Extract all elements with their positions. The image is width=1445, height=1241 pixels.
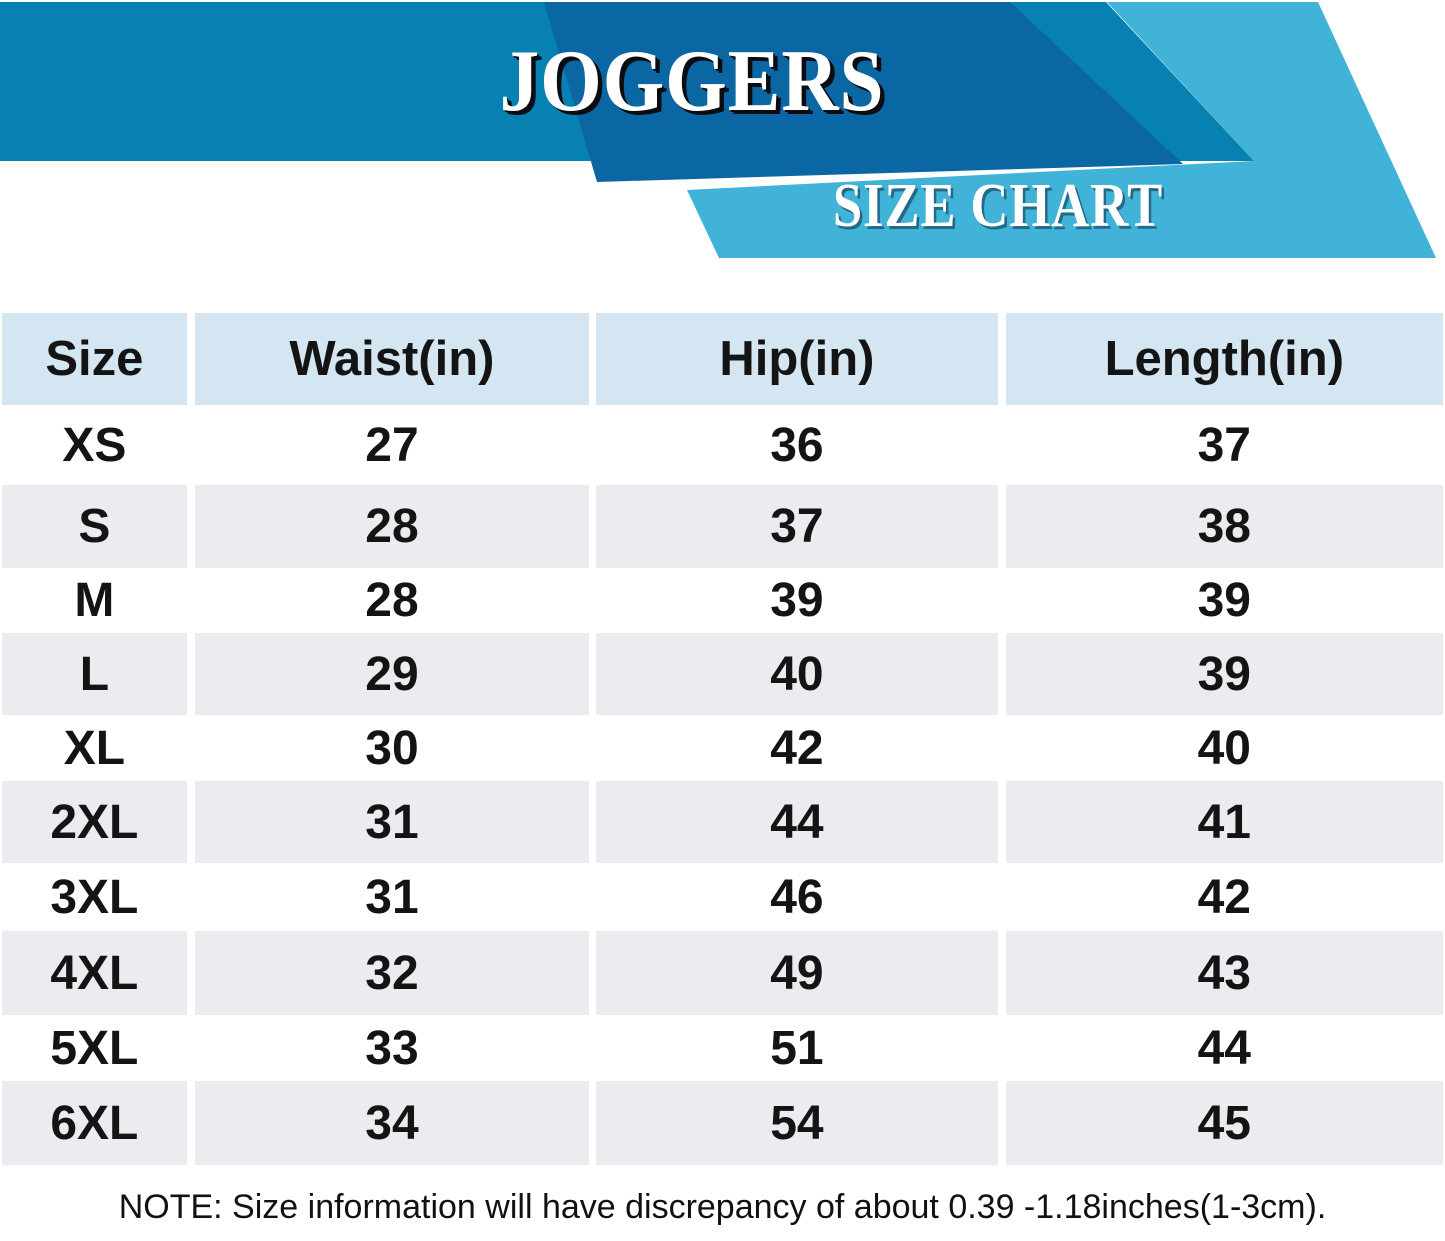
table-header-row: Size Waist(in) Hip(in) Length(in) xyxy=(2,313,1443,405)
column-header-size: Size xyxy=(2,313,187,405)
table-row-2xl: 2XL 31 44 41 xyxy=(2,781,1443,863)
banner-background xyxy=(0,2,1436,258)
cell-hip: 51 xyxy=(770,1021,824,1075)
banner-stripe-light-blue xyxy=(687,2,1436,258)
table-row-m: M 28 39 39 xyxy=(2,568,1443,633)
cell-length: 39 xyxy=(1197,574,1251,627)
cell-hip: 37 xyxy=(596,485,998,568)
cell-size: S xyxy=(2,485,187,568)
cell-hip: 39 xyxy=(770,574,824,627)
table-row-5xl: 5XL 33 51 44 xyxy=(2,1015,1443,1081)
cell-waist: 29 xyxy=(194,633,590,715)
cell-waist: 32 xyxy=(194,931,590,1015)
cell-waist: 27 xyxy=(365,418,419,472)
cell-size: XL xyxy=(63,721,126,775)
table-row-xs: XS 27 36 37 xyxy=(2,405,1443,485)
column-header-length: Length(in) xyxy=(1005,313,1443,405)
cell-size: L xyxy=(2,633,187,715)
table-row-6xl: 6XL 34 54 45 xyxy=(2,1081,1443,1165)
cell-size: 6XL xyxy=(2,1081,187,1165)
table-row-xl: XL 30 42 40 xyxy=(2,715,1443,781)
cell-size: XS xyxy=(62,418,127,472)
cell-length: 41 xyxy=(1005,781,1443,863)
cell-waist: 30 xyxy=(365,721,419,775)
cell-waist: 33 xyxy=(365,1021,419,1075)
cell-length: 40 xyxy=(1197,721,1251,775)
cell-size: M xyxy=(74,574,115,627)
page-subtitle: SIZE CHART xyxy=(832,172,1164,240)
cell-length: 38 xyxy=(1005,485,1443,568)
cell-hip: 54 xyxy=(596,1081,998,1165)
note-text: NOTE: Size information will have discrep… xyxy=(118,1188,1327,1226)
cell-size: 5XL xyxy=(50,1021,139,1075)
cell-length: 45 xyxy=(1005,1081,1443,1165)
cell-hip: 49 xyxy=(596,931,998,1015)
cell-length: 42 xyxy=(1197,870,1251,924)
cell-size: 3XL xyxy=(50,870,139,924)
table-row-4xl: 4XL 32 49 43 xyxy=(2,931,1443,1015)
cell-length: 44 xyxy=(1197,1021,1251,1075)
cell-length: 37 xyxy=(1197,418,1251,472)
cell-size: 4XL xyxy=(2,931,187,1015)
table-row-s: S 28 37 38 xyxy=(2,485,1443,568)
cell-hip: 36 xyxy=(770,418,824,472)
cell-waist: 31 xyxy=(365,870,419,924)
cell-waist: 28 xyxy=(365,574,419,627)
column-header-hip: Hip(in) xyxy=(596,313,998,405)
cell-waist: 31 xyxy=(194,781,590,863)
cell-hip: 46 xyxy=(770,870,824,924)
table-row-l: L 29 40 39 xyxy=(2,633,1443,715)
size-chart-table: Size Waist(in) Hip(in) Length(in) XS 27 … xyxy=(2,313,1443,1165)
cell-waist: 34 xyxy=(194,1081,590,1165)
cell-hip: 42 xyxy=(770,721,824,775)
column-header-waist: Waist(in) xyxy=(194,313,590,405)
banner-stripe-dark-blue xyxy=(544,2,1183,182)
cell-length: 43 xyxy=(1005,931,1443,1015)
cell-size: 2XL xyxy=(2,781,187,863)
cell-hip: 40 xyxy=(596,633,998,715)
page-title: JOGGERS xyxy=(499,33,885,130)
cell-length: 39 xyxy=(1005,633,1443,715)
cell-hip: 44 xyxy=(596,781,998,863)
table-row-3xl: 3XL 31 46 42 xyxy=(2,863,1443,931)
cell-waist: 28 xyxy=(194,485,590,568)
